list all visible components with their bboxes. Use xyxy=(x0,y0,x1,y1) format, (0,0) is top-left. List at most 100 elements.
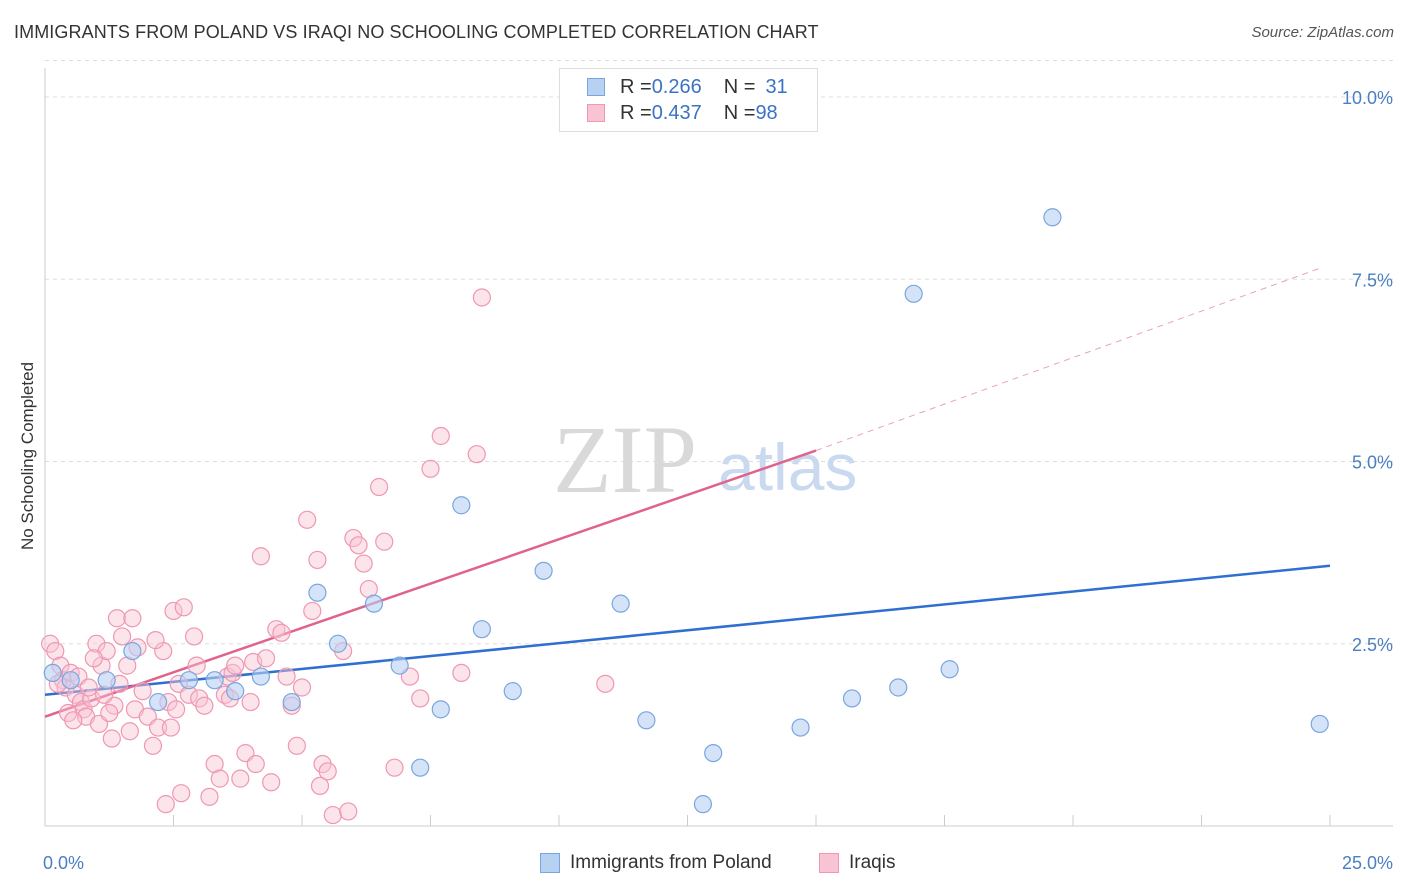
iraqis-point xyxy=(156,795,175,814)
poland-point xyxy=(411,758,430,777)
legend-r-value: 0.266 xyxy=(651,75,702,98)
poland-point xyxy=(472,620,491,639)
legend-item-iraqis: Iraqis xyxy=(819,852,895,874)
poland-point xyxy=(97,671,116,690)
poland-point xyxy=(637,711,656,730)
iraqis-legend-label: Iraqis xyxy=(849,852,896,873)
iraqis-point xyxy=(187,656,206,675)
iraqis-point xyxy=(385,758,404,777)
watermark-atlas: atlas xyxy=(718,430,857,504)
iraqis-legend-swatch xyxy=(819,853,839,873)
iraqis-point xyxy=(107,609,127,628)
iraqis-point xyxy=(370,477,389,497)
poland-point xyxy=(61,671,80,690)
poland-point xyxy=(940,660,959,679)
iraqis-point xyxy=(210,769,229,788)
iraqis-point xyxy=(303,601,322,621)
iraqis-point xyxy=(472,288,491,307)
x-tick-label: 0.0% xyxy=(43,853,84,873)
poland-point xyxy=(390,656,409,675)
iraqis-point xyxy=(64,711,83,730)
iraqis-point xyxy=(251,547,270,566)
legend-r-value: 0.437 xyxy=(651,101,702,124)
iraqis-point xyxy=(146,631,165,650)
iraqis-point xyxy=(195,696,214,715)
iraqis-point xyxy=(143,736,163,755)
legend-n-value: 98 xyxy=(755,101,778,124)
iraqis-point xyxy=(241,692,260,712)
poland-point xyxy=(842,689,862,708)
legend-n-value: 31 xyxy=(765,75,788,98)
gridlines xyxy=(45,60,1393,645)
poland-point xyxy=(791,718,810,737)
poland-legend-swatch xyxy=(540,853,560,873)
iraqis-point xyxy=(431,426,450,446)
poland-point xyxy=(1043,208,1062,227)
legend-row-iraqis: R = 0.437 N = 98 xyxy=(587,101,778,125)
iraqis-point xyxy=(318,762,337,781)
iraqis-point xyxy=(184,627,204,646)
iraqis-point xyxy=(79,678,98,697)
iraqis-point xyxy=(226,656,245,675)
iraqis-point xyxy=(277,667,296,686)
poland-point xyxy=(452,496,471,515)
poland-point xyxy=(904,284,923,303)
poland-point xyxy=(1310,714,1329,734)
watermark: ZIP atlas xyxy=(553,406,857,513)
poland-point xyxy=(611,594,630,613)
iraqis-point xyxy=(308,550,327,570)
iraqis-point xyxy=(272,623,291,642)
y-tick-label: 5.0% xyxy=(1352,453,1393,473)
iraqis-point xyxy=(354,554,373,573)
iraqis-point xyxy=(596,674,615,693)
legend-r-label: R = xyxy=(620,101,652,124)
iraqis-point xyxy=(161,718,181,737)
iraqis-points xyxy=(41,288,615,825)
iraqis-point xyxy=(298,510,317,529)
iraqis-point xyxy=(256,649,276,668)
chart-title: IMMIGRANTS FROM POLAND VS IRAQI NO SCHOO… xyxy=(14,22,819,42)
tick-labels: 2.5% 5.0% 7.5% 10.0% 0.0% 25.0% xyxy=(43,88,1393,873)
poland-point xyxy=(503,682,522,701)
iraqis-point xyxy=(120,722,139,741)
x-tick-label: 25.0% xyxy=(1342,853,1393,873)
poland-swatch xyxy=(587,78,605,96)
iraqis-point xyxy=(133,682,152,701)
poland-point xyxy=(693,795,713,814)
iraqis-point xyxy=(231,769,250,788)
poland-point xyxy=(43,663,62,683)
poland-points xyxy=(43,208,1329,814)
iraqis-point xyxy=(262,773,281,792)
poland-point xyxy=(431,700,450,719)
iraqis-trend-line xyxy=(44,449,817,718)
iraqis-point xyxy=(84,649,103,668)
poland-point xyxy=(179,671,199,690)
source-credit: Source: ZipAtlas.com xyxy=(1251,24,1394,41)
iraqis-point xyxy=(411,689,430,708)
iraqis-point xyxy=(349,536,368,555)
iraqis-trend-extension xyxy=(815,267,1320,452)
iraqis-point xyxy=(148,718,168,737)
iraqis-point xyxy=(102,729,121,748)
poland-point xyxy=(364,594,384,613)
iraqis-point xyxy=(174,598,193,617)
poland-point xyxy=(205,671,224,690)
poland-point xyxy=(308,583,327,602)
legend-r-label: R = xyxy=(620,75,652,98)
iraqis-point xyxy=(310,776,330,796)
iraqis-point xyxy=(287,736,306,755)
correlation-legend: R = 0.266 N = 31 R = 0.437 N = 98 xyxy=(559,68,818,132)
iraqis-point xyxy=(200,787,219,806)
iraqis-point xyxy=(87,634,106,653)
watermark-zip: ZIP xyxy=(553,406,697,513)
iraqis-point xyxy=(467,445,486,464)
iraqis-point xyxy=(452,663,471,683)
poland-point xyxy=(282,692,301,712)
legend-item-poland: Immigrants from Poland xyxy=(540,852,772,874)
iraqis-point xyxy=(112,627,132,646)
iraqis-point xyxy=(421,459,440,478)
iraqis-point xyxy=(292,678,312,697)
iraqis-swatch xyxy=(587,104,605,122)
poland-point xyxy=(534,561,553,580)
